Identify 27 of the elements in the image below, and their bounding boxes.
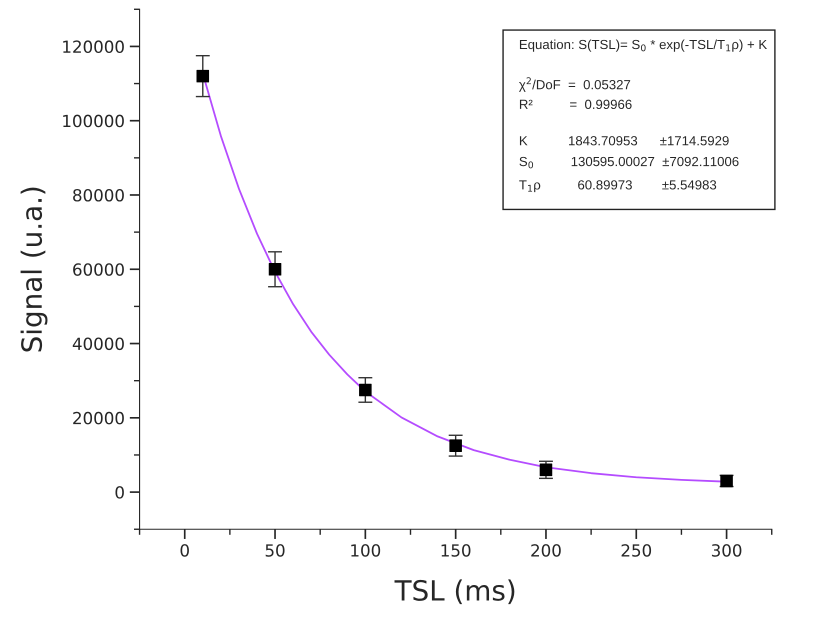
annotation: R² = 0.99966 (520, 100, 632, 110)
point (540, 464, 552, 476)
x-tick-label: 100 (351, 544, 380, 557)
x-tick-label: 300 (712, 544, 742, 557)
y-tick-label: 0 (115, 486, 124, 499)
y-tick-label: 80000 (73, 188, 124, 202)
y-tick-label: 100000 (63, 114, 124, 128)
x-axis-title: TSL (ms) (394, 579, 514, 604)
y-axis-title: Signal (u.a.) (20, 188, 48, 352)
annotation: χ$^{2}$/DoF = 0.05327 (519, 77, 630, 92)
x-tick-label: 250 (622, 544, 652, 557)
point (268, 262, 282, 276)
point (449, 439, 462, 452)
annotation: Equation: S(TSL)= S$_{0}$ * exp(-TSL/T$_{1}$ρ) + K (520, 39, 768, 52)
x-tick-label: 0 (180, 544, 189, 557)
y-tick-label: 40000 (72, 338, 124, 350)
y-tick-label: 120000 (63, 40, 124, 53)
text: S$_{0}$ 130595.00027 ±7092.11006 (519, 156, 739, 168)
x-tick-label: 200 (531, 544, 561, 557)
y-tick-label: 20000 (73, 412, 124, 424)
point (359, 384, 372, 396)
annotation: K 1843.70953 ±1714.5929 (520, 136, 729, 146)
x-tick-label: 150 (442, 544, 470, 557)
point (196, 70, 210, 82)
y-tick-label: 60000 (73, 263, 124, 276)
annotation: T$_{1}$ρ 60.89973 ±5.54983 (519, 180, 716, 192)
x-tick-label: 50 (266, 544, 285, 557)
